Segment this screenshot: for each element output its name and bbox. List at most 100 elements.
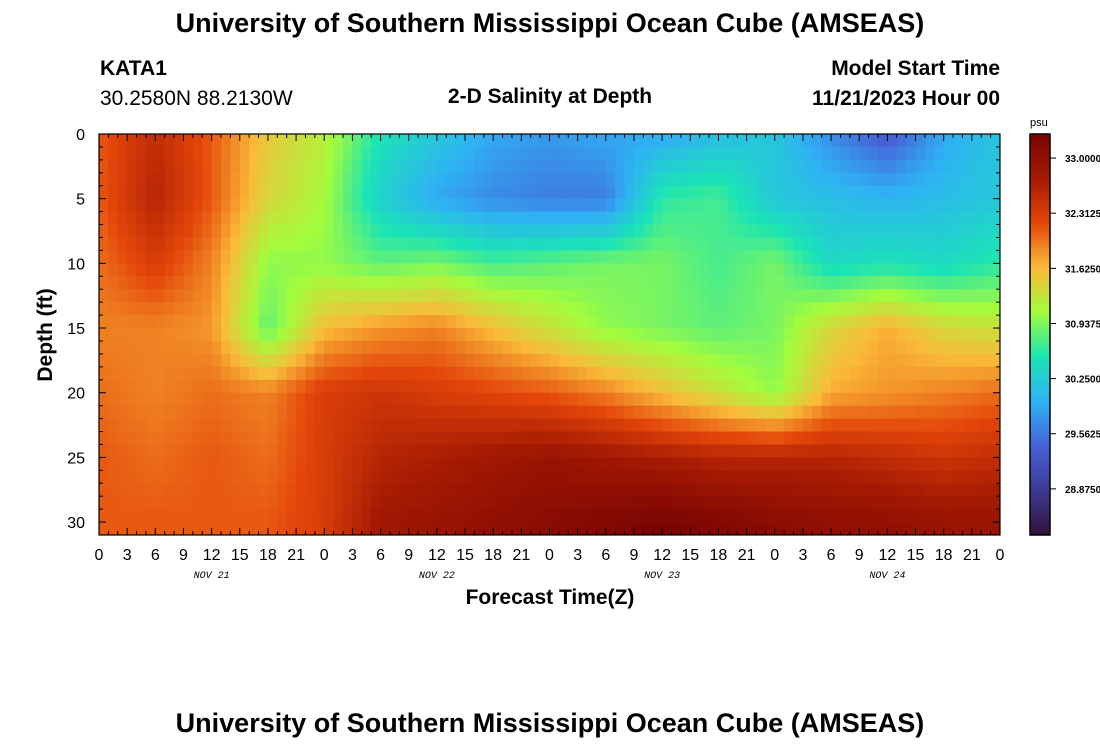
heatmap-cell bbox=[793, 302, 804, 316]
heatmap-cell bbox=[324, 379, 335, 394]
heatmap-cell bbox=[868, 237, 879, 252]
heatmap-cell bbox=[615, 379, 626, 394]
heatmap-cell bbox=[887, 315, 898, 329]
heatmap-cell bbox=[258, 134, 269, 148]
heatmap-cell bbox=[643, 211, 654, 226]
heatmap-cell bbox=[868, 159, 879, 174]
heatmap-cell bbox=[746, 302, 757, 316]
heatmap-cell bbox=[211, 470, 222, 484]
heatmap-cell bbox=[709, 444, 720, 458]
heatmap-cell bbox=[605, 185, 616, 200]
heatmap-cell bbox=[737, 211, 748, 226]
heatmap-cell bbox=[793, 353, 804, 368]
heatmap-cell bbox=[530, 250, 541, 264]
heatmap-cell bbox=[202, 185, 213, 200]
heatmap-cell bbox=[953, 250, 964, 264]
heatmap-cell bbox=[436, 392, 447, 407]
heatmap-cell bbox=[427, 276, 438, 290]
heatmap-cell bbox=[418, 431, 429, 446]
heatmap-cell bbox=[906, 366, 917, 381]
heatmap-cell bbox=[962, 483, 973, 497]
heatmap-cell bbox=[643, 431, 654, 446]
heatmap-cell bbox=[971, 392, 982, 407]
heatmap-cell bbox=[737, 457, 748, 471]
heatmap-cell bbox=[511, 509, 522, 523]
heatmap-cell bbox=[802, 483, 813, 497]
heatmap-cell bbox=[774, 315, 785, 329]
heatmap-cell bbox=[615, 328, 626, 342]
heatmap-cell bbox=[455, 483, 466, 497]
heatmap-cell bbox=[436, 315, 447, 329]
heatmap-cell bbox=[296, 172, 307, 187]
heatmap-cell bbox=[267, 509, 278, 523]
heatmap-cell bbox=[849, 392, 860, 407]
heatmap-cell bbox=[709, 353, 720, 368]
heatmap-cell bbox=[108, 263, 119, 277]
heatmap-cell bbox=[962, 418, 973, 433]
heatmap-cell bbox=[455, 146, 466, 161]
heatmap-cell bbox=[164, 146, 175, 161]
heatmap-cell bbox=[615, 496, 626, 510]
heatmap-cell bbox=[784, 224, 795, 239]
heatmap-cell bbox=[746, 328, 757, 342]
heatmap-cell bbox=[127, 276, 138, 290]
heatmap-cell bbox=[699, 366, 710, 381]
heatmap-cell bbox=[990, 444, 1000, 458]
heatmap-cell bbox=[230, 418, 241, 433]
heatmap-cell bbox=[990, 224, 1000, 239]
heatmap-cell bbox=[652, 237, 663, 252]
heatmap-cell bbox=[849, 522, 860, 535]
heatmap-cell bbox=[802, 418, 813, 433]
model-start-value: 11/21/2023 Hour 00 bbox=[812, 87, 1000, 110]
heatmap-cell bbox=[896, 198, 907, 213]
heatmap-cell bbox=[258, 211, 269, 226]
heatmap-cell bbox=[502, 353, 513, 368]
heatmap-cell bbox=[727, 392, 738, 407]
heatmap-cell bbox=[680, 483, 691, 497]
heatmap-cell bbox=[314, 224, 325, 239]
heatmap-cell bbox=[249, 496, 260, 510]
heatmap-cell bbox=[709, 496, 720, 510]
heatmap-cell bbox=[549, 224, 560, 239]
colorbar-label: 30.9375 bbox=[1065, 319, 1100, 330]
heatmap-cell bbox=[859, 328, 870, 342]
heatmap-cell bbox=[183, 211, 194, 226]
heatmap-cell bbox=[849, 457, 860, 471]
heatmap-cell bbox=[887, 250, 898, 264]
heatmap-cell bbox=[117, 263, 128, 277]
heatmap-cell bbox=[680, 289, 691, 303]
heatmap-cell bbox=[427, 522, 438, 535]
heatmap-cell bbox=[99, 366, 109, 381]
heatmap-cell bbox=[465, 185, 476, 200]
heatmap-cell bbox=[221, 366, 231, 381]
heatmap-cell bbox=[371, 224, 382, 239]
heatmap-cell bbox=[812, 289, 823, 303]
heatmap-cell bbox=[812, 159, 823, 174]
heatmap-cell bbox=[127, 185, 138, 200]
heatmap-cell bbox=[709, 483, 720, 497]
heatmap-cell bbox=[258, 276, 269, 290]
heatmap-cell bbox=[774, 509, 785, 523]
heatmap-cell bbox=[493, 134, 504, 148]
heatmap-cell bbox=[765, 237, 776, 252]
heatmap-cell bbox=[821, 263, 832, 277]
heatmap-cell bbox=[380, 250, 391, 264]
heatmap-cell bbox=[352, 418, 363, 433]
heatmap-cell bbox=[418, 418, 429, 433]
heatmap-cell bbox=[324, 405, 335, 420]
heatmap-cell bbox=[774, 483, 785, 497]
heatmap-cell bbox=[746, 289, 757, 303]
heatmap-cell bbox=[859, 237, 870, 252]
heatmap-cell bbox=[371, 340, 382, 355]
heatmap-cell bbox=[587, 470, 598, 484]
heatmap-cell bbox=[587, 328, 598, 342]
heatmap-cell bbox=[831, 185, 842, 200]
heatmap-cell bbox=[849, 185, 860, 200]
heatmap-cell bbox=[981, 250, 992, 264]
heatmap-cell bbox=[380, 185, 391, 200]
heatmap-cell bbox=[915, 431, 926, 446]
heatmap-cell bbox=[155, 392, 166, 407]
heatmap-cell bbox=[868, 496, 879, 510]
heatmap-cell bbox=[221, 457, 231, 471]
heatmap-cell bbox=[333, 366, 344, 381]
